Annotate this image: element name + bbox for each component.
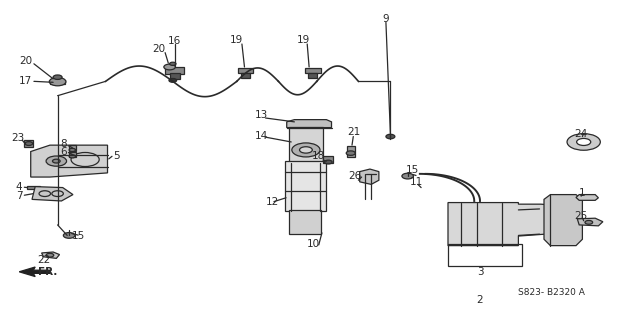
Text: 6: 6 (61, 146, 67, 157)
Bar (308, 73, 317, 78)
Bar (448, 244, 522, 266)
Text: 23: 23 (12, 133, 24, 143)
Text: 8: 8 (61, 139, 67, 149)
Bar (27, 186, 40, 189)
Bar (347, 146, 355, 157)
Circle shape (300, 147, 312, 153)
Bar (69, 145, 76, 151)
Text: 19: 19 (230, 35, 243, 45)
Circle shape (567, 134, 600, 150)
Circle shape (53, 75, 62, 79)
Circle shape (386, 134, 395, 139)
Polygon shape (544, 195, 582, 246)
Circle shape (402, 173, 413, 179)
Text: 9: 9 (383, 14, 389, 24)
Bar (69, 152, 76, 157)
Circle shape (52, 159, 60, 163)
Text: 17: 17 (19, 76, 32, 86)
Text: 18: 18 (312, 151, 324, 161)
Circle shape (69, 148, 76, 152)
Text: 22: 22 (37, 255, 50, 265)
Circle shape (46, 156, 67, 166)
Text: 3: 3 (477, 267, 483, 277)
Polygon shape (287, 120, 332, 128)
Text: S823- B2320 A: S823- B2320 A (518, 288, 585, 297)
Text: 2: 2 (477, 295, 483, 305)
Circle shape (346, 151, 355, 155)
Polygon shape (577, 218, 603, 226)
Text: FR.: FR. (38, 267, 58, 277)
Text: 25: 25 (575, 211, 588, 221)
Text: 4: 4 (16, 182, 22, 192)
Bar (238, 68, 253, 73)
Text: 20: 20 (19, 56, 32, 66)
Circle shape (292, 143, 320, 157)
Polygon shape (42, 252, 60, 258)
Text: 19: 19 (297, 35, 310, 45)
Text: 20: 20 (152, 44, 165, 55)
Text: 7: 7 (16, 191, 22, 201)
Text: 13: 13 (255, 110, 268, 121)
Text: 15: 15 (406, 165, 419, 175)
Bar (285, 161, 326, 211)
Text: 16: 16 (168, 36, 181, 46)
Bar (170, 73, 180, 79)
Circle shape (170, 62, 176, 65)
Text: 21: 21 (348, 127, 360, 137)
Text: 14: 14 (255, 130, 268, 141)
Text: 11: 11 (410, 177, 422, 187)
Circle shape (164, 64, 175, 70)
Circle shape (324, 160, 332, 164)
Polygon shape (31, 145, 108, 177)
Polygon shape (32, 187, 73, 201)
Bar (50, 80, 65, 84)
Polygon shape (360, 169, 379, 184)
Circle shape (46, 253, 54, 257)
Polygon shape (19, 267, 50, 277)
Text: 24: 24 (575, 129, 588, 139)
Bar (241, 73, 250, 78)
Polygon shape (576, 195, 598, 200)
Text: 5: 5 (113, 151, 120, 161)
Bar (323, 156, 333, 163)
Bar (289, 127, 323, 163)
Circle shape (69, 155, 76, 158)
Circle shape (25, 142, 33, 145)
Circle shape (577, 138, 591, 145)
Polygon shape (448, 203, 563, 246)
Bar (165, 67, 184, 74)
Circle shape (585, 220, 593, 224)
Text: 12: 12 (266, 197, 278, 207)
Text: 10: 10 (307, 239, 320, 249)
Text: 1: 1 (579, 188, 586, 198)
Bar (24, 140, 33, 147)
Bar (289, 210, 321, 234)
Circle shape (63, 233, 75, 238)
Circle shape (49, 78, 66, 86)
Circle shape (169, 78, 177, 82)
Bar (305, 68, 321, 73)
Text: 15: 15 (72, 231, 84, 241)
Text: 26: 26 (349, 171, 362, 181)
